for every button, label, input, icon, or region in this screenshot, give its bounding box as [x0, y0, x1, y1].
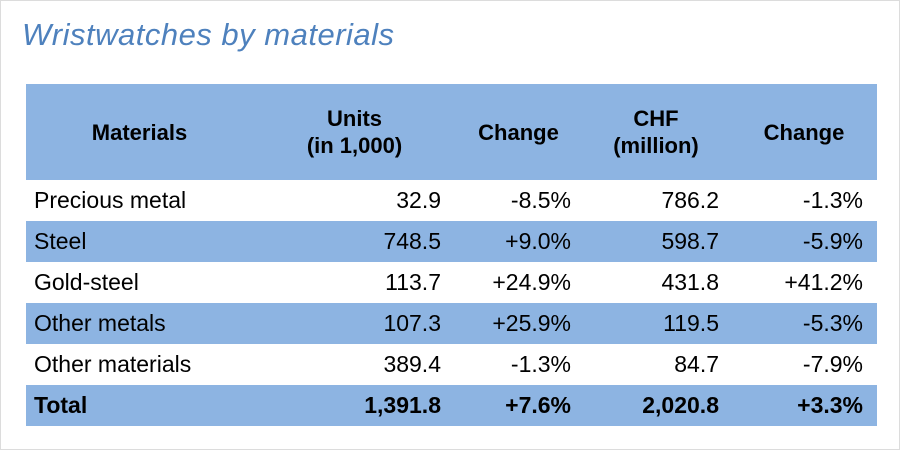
- cell-chf-change: +41.2%: [784, 269, 863, 295]
- cell-chf-change: -5.9%: [802, 228, 863, 254]
- materials-table: Materials Units (in 1,000) Change CHF (mil…: [26, 84, 877, 426]
- cell-material: Precious metal: [34, 187, 187, 213]
- cell-chf-change: -5.3%: [802, 310, 863, 336]
- header-units-change: Change: [478, 119, 559, 145]
- table-row-total: Total 1,391.8 +7.6% 2,020.8 +3.3%: [26, 385, 877, 426]
- header-materials: Materials: [91, 119, 188, 145]
- header-chf: CHF (million): [613, 106, 699, 158]
- cell-chf: 598.7: [661, 228, 719, 254]
- cell-material: Other metals: [34, 310, 166, 336]
- cell-chf: 119.5: [663, 310, 719, 336]
- cell-units-change: +9.0%: [505, 228, 571, 254]
- cell-units-change: +25.9%: [492, 310, 571, 336]
- cell-material: Steel: [34, 228, 87, 254]
- cell-units-change: -1.3%: [510, 351, 571, 377]
- table-row-gold-steel: Gold-steel 113.7 +24.9% 431.8 +41.2%: [26, 262, 877, 303]
- header-chf-change: Change: [763, 119, 845, 145]
- cell-material: Other materials: [34, 351, 192, 377]
- cell-units: 32.9: [396, 187, 441, 213]
- cell-chf: 2,020.8: [642, 392, 719, 418]
- cell-chf-change: -1.3%: [802, 187, 863, 213]
- cell-chf: 431.8: [661, 269, 719, 295]
- cell-material: Total: [34, 392, 88, 418]
- cell-chf-change: +3.3%: [797, 392, 863, 418]
- cell-units: 107.3: [383, 310, 441, 336]
- table-row-other-materials: Other materials 389.4 -1.3% 84.7 -7.9%: [26, 344, 877, 385]
- cell-units-change: +7.6%: [505, 392, 571, 418]
- cell-units: 748.5: [383, 228, 441, 254]
- cell-units-change: +24.9%: [492, 269, 571, 295]
- cell-units-change: -8.5%: [510, 187, 571, 213]
- cell-units: 113.7: [385, 269, 441, 295]
- table-row-steel: Steel 748.5 +9.0% 598.7 -5.9%: [26, 221, 877, 262]
- header-units: Units (in 1,000): [306, 106, 403, 158]
- cell-chf: 84.7: [674, 351, 719, 377]
- table-row-other-metals: Other metals 107.3 +25.9% 119.5 -5.3%: [26, 303, 877, 344]
- table-header-row: Materials Units (in 1,000) Change CHF (mil…: [26, 84, 877, 180]
- cell-chf-change: -7.9%: [802, 351, 863, 377]
- cell-units: 1,391.8: [364, 392, 441, 418]
- cell-chf: 786.2: [661, 187, 719, 213]
- page-title: Wristwatches by materials: [22, 17, 395, 52]
- cell-material: Gold-steel: [34, 269, 139, 295]
- table-row-precious-metal: Precious metal 32.9 -8.5% 786.2 -1.3%: [26, 180, 877, 221]
- cell-units: 389.4: [383, 351, 441, 377]
